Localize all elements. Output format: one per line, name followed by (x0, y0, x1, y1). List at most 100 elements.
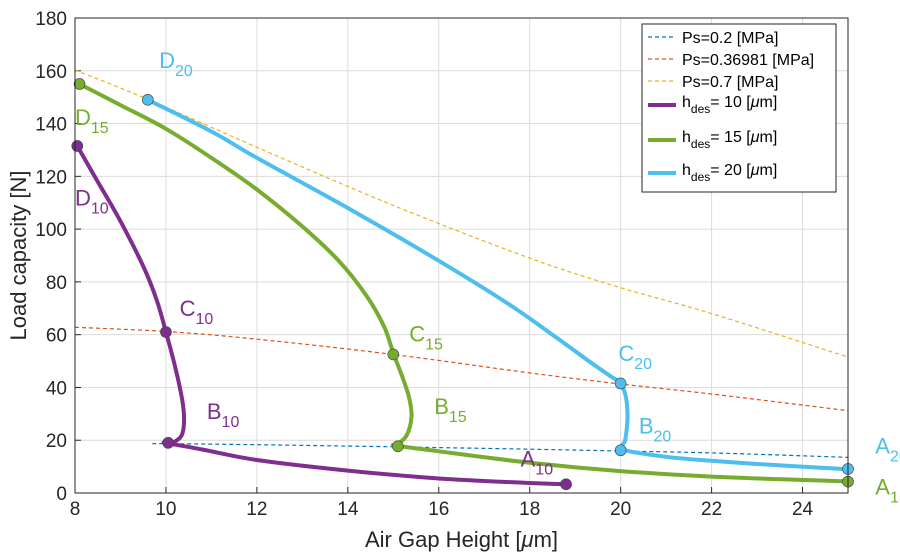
legend-entry-mid: = 10 [ (710, 94, 751, 111)
legend: Ps=0.2 [MPa] Ps=0.36981 [MPa] Ps=0.7 [MPa]… (641, 23, 837, 193)
curve-marker (392, 440, 404, 453)
point-label-subscript: 10 (222, 414, 240, 431)
point-label: D10 (75, 185, 109, 217)
x-tick-label: 20 (610, 499, 631, 520)
point-label-letter: A (875, 474, 890, 499)
x-tick-label: 24 (792, 499, 814, 520)
point-label-subscript: 15 (449, 409, 467, 426)
design-curves (75, 82, 850, 487)
legend-entry: Ps=0.7 [MPa] (682, 74, 779, 91)
point-label-letter: C (180, 296, 196, 321)
legend-entry-mid: = 15 [ (710, 129, 751, 146)
point-label-subscript: 10 (195, 311, 213, 328)
legend-entry-sub: des (691, 102, 710, 116)
pressure-lines (74, 69, 849, 458)
x-tick-label: 12 (246, 499, 267, 520)
point-label-letter: D (75, 185, 91, 210)
x-axis-title-unit: μ (521, 527, 534, 552)
x-tick-label: 10 (155, 499, 176, 520)
y-tick-label: 140 (35, 115, 67, 136)
legend-entry-sub: des (691, 137, 710, 151)
point-label-letter: B (434, 394, 449, 419)
x-axis-title-end: m] (534, 527, 558, 552)
point-label: B10 (207, 399, 240, 431)
legend-box (641, 23, 837, 193)
curve-marker (141, 94, 154, 106)
legend-entry-end: m] (760, 94, 778, 111)
curve-marker (73, 78, 86, 90)
point-label-letter: D (159, 48, 175, 73)
y-tick-label: 40 (46, 378, 67, 399)
legend-entry-mu: μ (750, 94, 760, 111)
point-label: B15 (434, 394, 467, 426)
x-tick-label: 22 (701, 499, 722, 520)
legend-entry-sub: des (691, 170, 710, 184)
design-curve-0 (75, 144, 569, 487)
point-label-letter: A (521, 447, 536, 472)
plot-frame (74, 17, 849, 494)
design-curve-1 (77, 82, 850, 484)
point-label-subscript: 20 (634, 356, 652, 373)
point-label: A20 (875, 433, 900, 465)
point-label-subscript: 20 (175, 63, 193, 80)
legend-entry: Ps=0.2 [MPa] (682, 30, 779, 47)
point-label-subscript: 15 (425, 336, 443, 353)
legend-entry-pre: h (682, 94, 691, 111)
y-tick-label: 60 (46, 326, 67, 347)
x-tick-labels: 8 10 12 14 16 18 20 22 24 (70, 499, 814, 520)
y-tick-labels: 0 20 40 60 80 100 120 140 160 180 (35, 9, 67, 505)
point-label: D15 (75, 105, 109, 137)
y-tick-label: 180 (35, 9, 67, 30)
pressure-line-0 (152, 443, 849, 458)
point-label: C15 (409, 321, 443, 353)
y-tick-label: 20 (46, 431, 67, 452)
legend-entry: Ps=0.36981 [MPa] (682, 52, 814, 69)
curve-marker (162, 437, 175, 449)
curve-marker (614, 444, 627, 457)
x-axis-title: Air Gap Height [μm] (365, 527, 558, 552)
point-label-letter: A (875, 433, 890, 458)
curve-marker (160, 326, 172, 338)
x-axis-title-main: Air Gap Height [ (365, 527, 522, 552)
y-tick-label: 0 (56, 484, 67, 505)
point-label-subscript: 10 (91, 200, 109, 217)
legend-entry: hdes= 10 [μm] (682, 94, 777, 116)
point-label-subscript: 20 (654, 429, 672, 446)
legend-entry-mu: μ (750, 129, 760, 146)
x-tick-label: 18 (519, 499, 540, 520)
point-label-letter: D (75, 105, 91, 130)
x-tick-label: 16 (428, 499, 449, 520)
point-labels: D20D15D10C10B10C15B15A10C20B20A20A15 (75, 48, 900, 506)
y-tick-label: 80 (46, 273, 67, 294)
point-label: A10 (521, 447, 554, 479)
curve-marker (560, 478, 572, 491)
point-label-subscript: 15 (890, 489, 900, 506)
legend-entry: hdes= 20 [μm] (682, 162, 777, 184)
x-tick-label: 8 (70, 499, 81, 520)
legend-entry-end: m] (760, 129, 778, 146)
legend-entry-pre: h (682, 162, 691, 179)
y-tick-label: 160 (35, 62, 67, 83)
y-tick-label: 100 (35, 220, 67, 241)
pressure-line-2 (74, 69, 849, 358)
point-label: C20 (618, 341, 652, 373)
x-tick-label: 14 (337, 499, 359, 520)
point-label: D20 (159, 48, 193, 80)
point-label-subscript: 20 (890, 448, 900, 465)
point-label-letter: B (207, 399, 222, 424)
y-axis-title: Load capacity [N] (6, 171, 31, 341)
legend-entry: hdes= 15 [μm] (682, 129, 777, 151)
point-label: A15 (875, 474, 900, 506)
pressure-line-1 (74, 326, 849, 412)
legend-entry-pre: h (682, 129, 691, 146)
curve-marker (387, 348, 400, 361)
legend-entry-mid: = 20 [ (710, 162, 751, 179)
point-label-subscript: 15 (91, 120, 109, 137)
point-label-subscript: 10 (535, 462, 553, 479)
point-label-letter: B (639, 414, 654, 439)
point-label-letter: C (618, 341, 634, 366)
legend-entry-mu: μ (750, 162, 760, 179)
curve-marker (71, 140, 84, 152)
curve-marker (614, 377, 627, 390)
point-label-letter: C (409, 321, 425, 346)
